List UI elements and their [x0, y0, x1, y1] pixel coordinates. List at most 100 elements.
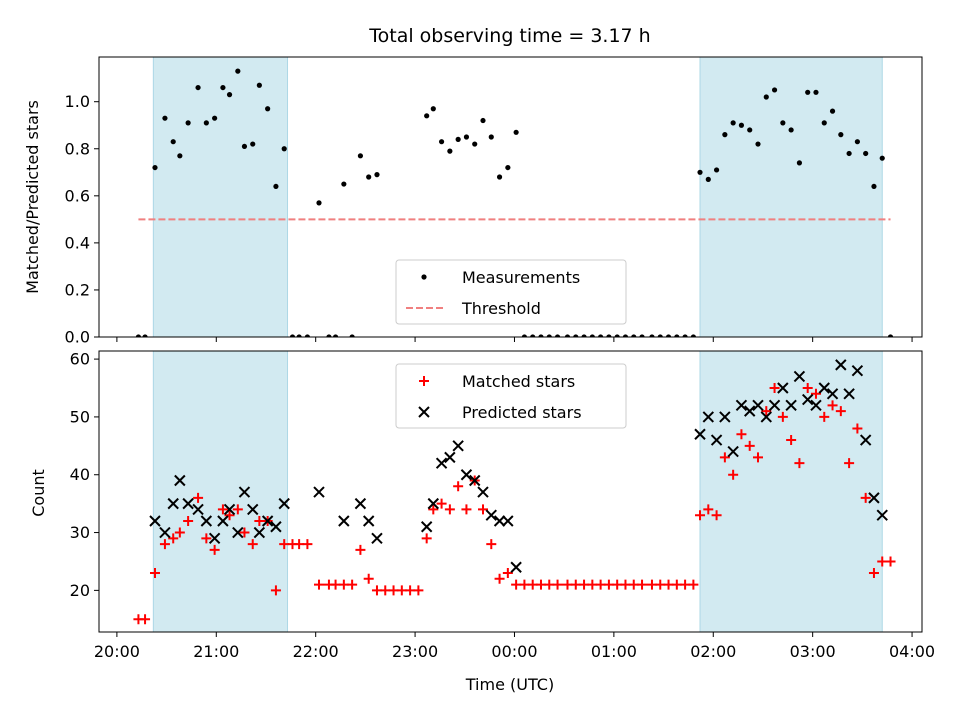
measurement-point — [212, 115, 218, 121]
measurement-point — [177, 153, 183, 159]
measurement-point — [674, 334, 680, 337]
measurement-point — [349, 334, 355, 337]
predicted-star-point — [223, 503, 236, 516]
matched-star-point — [140, 614, 151, 625]
predicted-star-point — [727, 445, 739, 458]
measurement-point — [755, 141, 761, 147]
predicted-star-point — [420, 521, 433, 533]
bottom-panel: 20 30 40 50 60 20:00 21:00 22:00 23:00 00:00 01:00… — [70, 350, 935, 661]
predicted-star-point — [485, 509, 497, 521]
predicted-star-point — [338, 515, 350, 527]
matched-star-point — [794, 458, 805, 469]
legend-label: Threshold — [461, 299, 541, 318]
predicted-star-point — [793, 370, 806, 383]
measurement-point — [162, 115, 168, 121]
axes-frame — [98, 350, 923, 633]
measurement-point — [771, 87, 778, 93]
measurement-point — [871, 183, 877, 190]
legend: Measurements Threshold — [395, 259, 627, 325]
y-tick-label: 60 — [70, 350, 90, 369]
measurement-point — [581, 334, 587, 337]
measurement-point — [447, 148, 453, 154]
matched-star-point — [868, 568, 879, 579]
y-tick-label: 0.2 — [65, 280, 90, 299]
predicted-star-point — [760, 411, 772, 423]
predicted-star-point — [768, 399, 781, 412]
matched-star-point — [421, 533, 432, 544]
matched-star-point — [363, 573, 374, 584]
measurement-point — [256, 82, 262, 88]
measurement-point — [357, 153, 364, 159]
predicted-star-point — [801, 393, 814, 406]
predicted-star-point — [502, 515, 514, 527]
y-tick-label: 0.6 — [65, 186, 90, 205]
measurement-point — [863, 150, 869, 157]
measurement-point — [521, 334, 528, 337]
x-tick-label: 22:00 — [293, 642, 339, 661]
measurement-point — [829, 108, 836, 114]
y-tick-label: 30 — [70, 523, 90, 542]
matched-star-point — [688, 579, 699, 590]
shaded-region-1 — [152, 56, 289, 338]
predicted-star-point — [313, 486, 325, 498]
measurement-point — [665, 334, 672, 337]
matched-star-point — [494, 573, 505, 584]
measurement-point — [455, 136, 461, 142]
measurement-point — [265, 106, 271, 112]
matched-star-point — [217, 504, 228, 515]
measurement-point — [846, 150, 852, 157]
measurement-point — [887, 334, 894, 337]
predicted-star-point — [843, 388, 855, 400]
measurement-point — [589, 334, 595, 337]
matched-star-point — [247, 539, 258, 550]
predicted-star-point — [710, 434, 723, 446]
matched-star-point — [752, 452, 763, 463]
predicted-star-point — [469, 474, 481, 487]
measurement-point — [821, 120, 827, 126]
x-tick-label: 23:00 — [392, 642, 438, 661]
x-tick-label: 20:00 — [94, 642, 140, 661]
measurement-point — [705, 176, 711, 182]
measurement-point — [203, 120, 209, 126]
measurement-point — [316, 200, 322, 206]
x-tick-label: 02:00 — [690, 642, 736, 661]
x-tick-label: 21:00 — [193, 642, 239, 661]
matched-star-point — [183, 515, 194, 526]
axes-frame — [98, 56, 923, 338]
predicted-star-point — [452, 440, 464, 452]
legend-marker-matched — [419, 376, 429, 386]
y-tick-label: 0.0 — [65, 328, 90, 347]
measurement-point — [598, 334, 604, 337]
measurement-point — [796, 160, 803, 166]
measurement-point — [614, 334, 620, 337]
legend: Matched stars Predicted stars — [395, 363, 627, 429]
bottom-y-axis-label: Count — [29, 469, 48, 517]
matched-star-point — [270, 585, 281, 596]
predicted-star-point — [493, 515, 506, 527]
y-tick-label: 20 — [70, 581, 90, 600]
measurement-point — [838, 132, 844, 138]
predicted-star-point — [744, 405, 756, 417]
measurement-point — [713, 167, 720, 173]
plot-area — [135, 68, 894, 337]
measurement-point — [472, 141, 478, 147]
measurement-point — [463, 134, 470, 140]
matched-star-point — [711, 510, 722, 521]
y-tick-label: 50 — [70, 407, 90, 426]
matched-star-point — [695, 510, 706, 521]
measurement-point — [813, 89, 819, 95]
legend-label: Matched stars — [462, 372, 575, 391]
legend-box — [395, 363, 627, 429]
predicted-star-point — [232, 526, 244, 539]
matched-star-point — [444, 504, 455, 515]
matched-star-point — [159, 539, 170, 550]
matched-star-point — [502, 568, 513, 579]
matched-star-point — [637, 579, 648, 590]
predicted-star-point — [208, 532, 221, 545]
measurement-point — [738, 122, 745, 128]
matched-star-point — [168, 533, 179, 544]
predicted-star-point — [876, 509, 888, 521]
x-axis-label: Time (UTC) — [465, 675, 554, 694]
measurement-point — [296, 334, 302, 337]
